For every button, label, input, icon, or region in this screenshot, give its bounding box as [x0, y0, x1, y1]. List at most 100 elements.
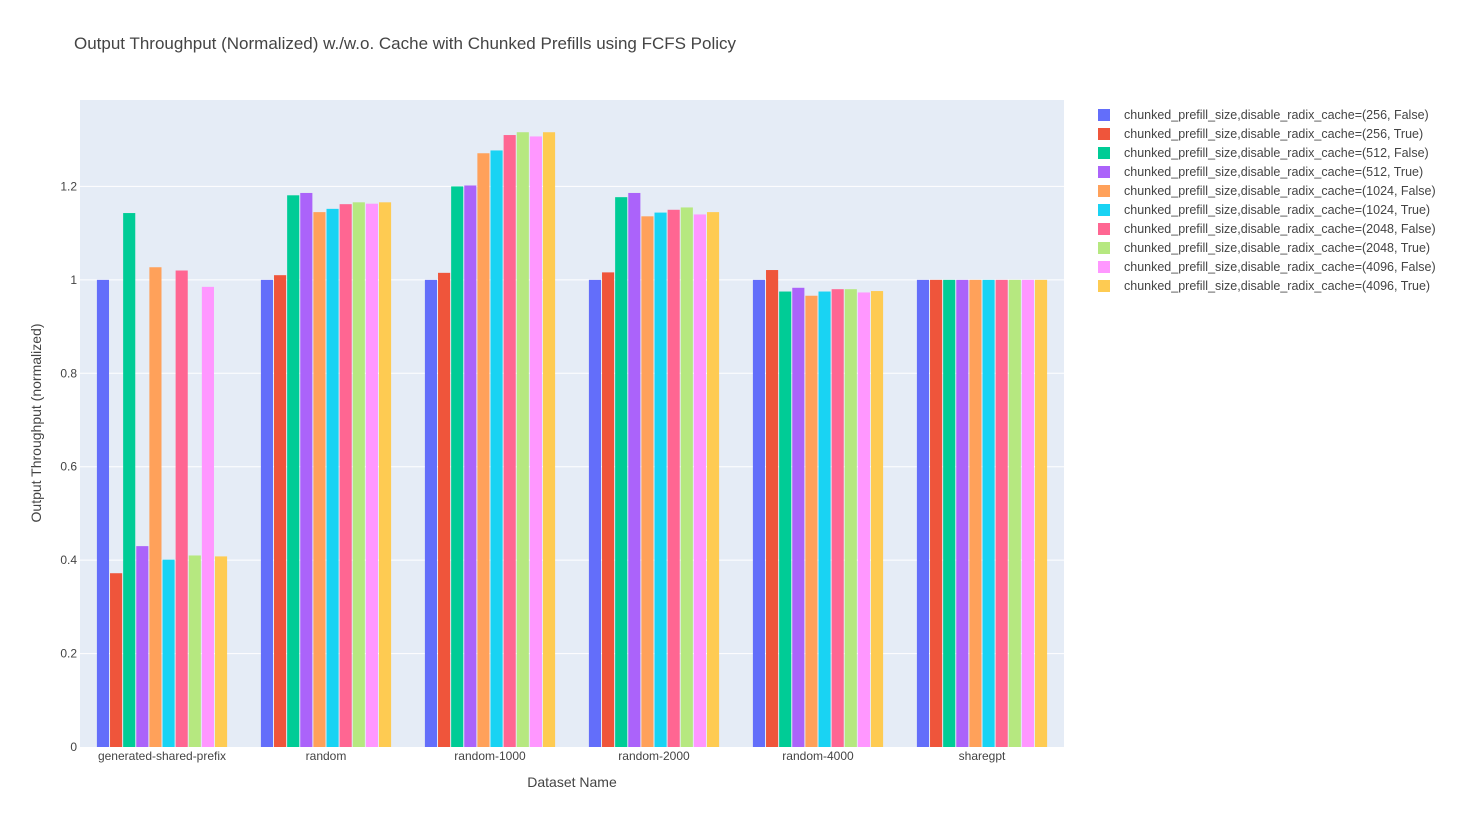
legend-item[interactable]: chunked_prefill_size,disable_radix_cache…	[1098, 219, 1436, 238]
legend-swatch	[1098, 222, 1110, 235]
legend-item[interactable]: chunked_prefill_size,disable_radix_cache…	[1098, 238, 1436, 257]
bar[interactable]	[1034, 279, 1048, 747]
bar[interactable]	[287, 195, 300, 748]
bar[interactable]	[831, 289, 844, 747]
bar[interactable]	[805, 295, 818, 747]
x-tick-label: random-4000	[782, 749, 854, 763]
bar[interactable]	[667, 209, 680, 747]
legend-item[interactable]: chunked_prefill_size,disable_radix_cache…	[1098, 181, 1436, 200]
legend-item[interactable]: chunked_prefill_size,disable_radix_cache…	[1098, 257, 1436, 276]
bar[interactable]	[588, 279, 602, 747]
bar[interactable]	[313, 212, 326, 747]
bar[interactable]	[943, 279, 956, 747]
legend-item[interactable]: chunked_prefill_size,disable_radix_cache…	[1098, 162, 1436, 181]
bar[interactable]	[503, 135, 516, 748]
legend-swatch	[1098, 184, 1110, 197]
x-tick-label: random	[306, 749, 347, 763]
legend-label: chunked_prefill_size,disable_radix_cache…	[1124, 240, 1431, 255]
bar[interactable]	[339, 204, 352, 748]
bar[interactable]	[752, 279, 766, 747]
legend-swatch	[1098, 279, 1110, 292]
bar[interactable]	[365, 203, 378, 747]
x-tick-label: random-1000	[454, 749, 526, 763]
bar[interactable]	[175, 270, 188, 747]
legend-swatch	[1098, 127, 1110, 140]
bar[interactable]	[378, 202, 392, 747]
bar[interactable]	[870, 291, 884, 747]
bar[interactable]	[995, 279, 1008, 747]
bar[interactable]	[352, 202, 365, 747]
bar[interactable]	[438, 272, 451, 747]
bar[interactable]	[274, 275, 287, 747]
bar[interactable]	[424, 279, 438, 747]
bar[interactable]	[326, 208, 339, 748]
bar[interactable]	[529, 136, 542, 747]
bar[interactable]	[451, 186, 464, 748]
bar[interactable]	[930, 279, 943, 747]
bar[interactable]	[844, 289, 857, 747]
legend: chunked_prefill_size,disable_radix_cache…	[1098, 105, 1436, 295]
legend-label: chunked_prefill_size,disable_radix_cache…	[1124, 164, 1424, 179]
bar[interactable]	[162, 559, 175, 747]
y-tick-label: 1	[70, 273, 77, 287]
bar[interactable]	[464, 185, 477, 748]
bar[interactable]	[516, 132, 529, 748]
bar[interactable]	[542, 132, 556, 748]
legend-swatch	[1098, 241, 1110, 254]
bar[interactable]	[857, 292, 870, 747]
x-tick-label: sharegpt	[959, 749, 1006, 763]
bar[interactable]	[1008, 279, 1021, 747]
legend-item[interactable]: chunked_prefill_size,disable_radix_cache…	[1098, 105, 1436, 124]
bar[interactable]	[214, 556, 228, 747]
bar[interactable]	[916, 279, 930, 747]
bar[interactable]	[706, 212, 720, 747]
y-tick-label: 0	[70, 740, 77, 754]
bar[interactable]	[477, 153, 490, 747]
y-tick-label: 0.2	[60, 647, 77, 661]
bar[interactable]	[693, 214, 706, 747]
x-tick-label: generated-shared-prefix	[98, 749, 226, 763]
bar[interactable]	[123, 213, 136, 748]
bar[interactable]	[260, 279, 274, 747]
bar[interactable]	[779, 291, 792, 747]
legend-swatch	[1098, 165, 1110, 178]
bar[interactable]	[615, 197, 628, 748]
legend-swatch	[1098, 203, 1110, 216]
legend-item[interactable]: chunked_prefill_size,disable_radix_cache…	[1098, 200, 1436, 219]
chart-title: Output Throughput (Normalized) w./w.o. C…	[74, 34, 737, 53]
bar[interactable]	[982, 279, 995, 747]
legend-label: chunked_prefill_size,disable_radix_cache…	[1124, 259, 1436, 274]
bar[interactable]	[490, 150, 503, 747]
bar[interactable]	[680, 207, 693, 747]
legend-label: chunked_prefill_size,disable_radix_cache…	[1124, 126, 1424, 141]
legend-label: chunked_prefill_size,disable_radix_cache…	[1124, 183, 1436, 198]
plot-area-background	[80, 100, 1064, 747]
bar[interactable]	[300, 192, 313, 747]
bar[interactable]	[149, 267, 162, 747]
x-axis-label: Dataset Name	[527, 774, 617, 790]
bar[interactable]	[654, 212, 667, 747]
bar[interactable]	[110, 573, 123, 747]
bar[interactable]	[792, 287, 805, 747]
bar[interactable]	[766, 270, 779, 747]
legend-swatch	[1098, 260, 1110, 273]
legend-label: chunked_prefill_size,disable_radix_cache…	[1124, 107, 1429, 122]
bar[interactable]	[136, 546, 149, 747]
bar[interactable]	[956, 279, 969, 747]
legend-item[interactable]: chunked_prefill_size,disable_radix_cache…	[1098, 124, 1436, 143]
bar[interactable]	[818, 291, 831, 747]
bar[interactable]	[96, 279, 110, 747]
bar[interactable]	[1021, 279, 1034, 747]
legend-item[interactable]: chunked_prefill_size,disable_radix_cache…	[1098, 143, 1436, 162]
legend-swatch	[1098, 146, 1110, 159]
bar[interactable]	[602, 272, 615, 747]
legend-item[interactable]: chunked_prefill_size,disable_radix_cache…	[1098, 276, 1436, 295]
bar[interactable]	[628, 192, 641, 747]
legend-label: chunked_prefill_size,disable_radix_cache…	[1124, 202, 1431, 217]
bar[interactable]	[201, 286, 214, 747]
legend-label: chunked_prefill_size,disable_radix_cache…	[1124, 145, 1429, 160]
bar[interactable]	[641, 216, 654, 747]
bar[interactable]	[969, 279, 982, 747]
bar[interactable]	[188, 555, 201, 747]
